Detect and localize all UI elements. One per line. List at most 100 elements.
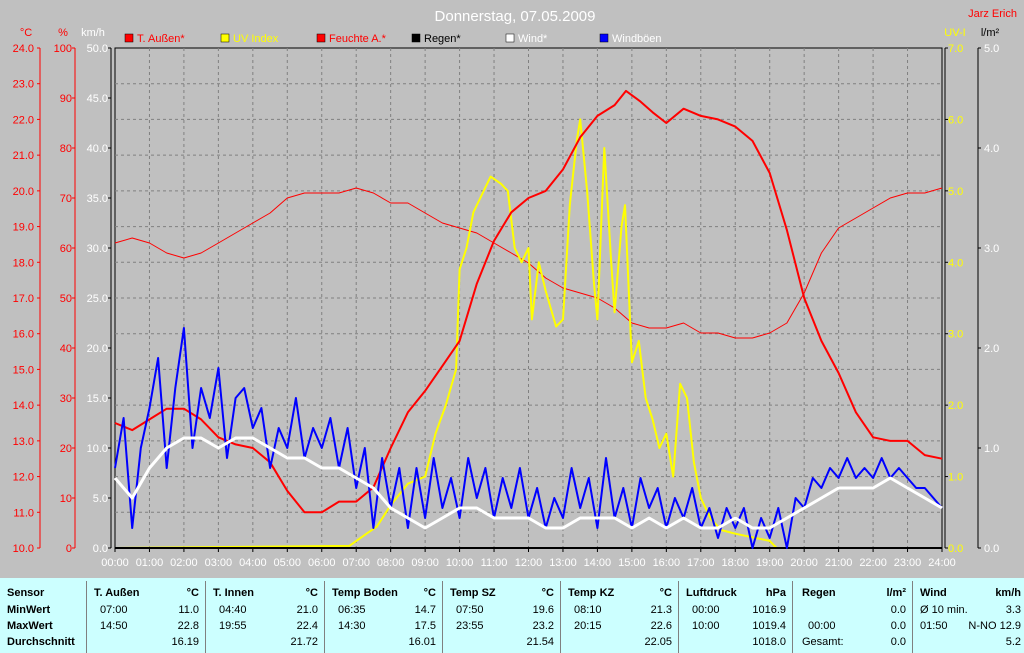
stats-header: Luftdruck bbox=[686, 587, 737, 599]
x-tick-label: 02:00 bbox=[170, 557, 198, 569]
stats-wind-r1-val: 3.3 bbox=[1005, 604, 1021, 616]
axis-unit-uv: UV-I bbox=[944, 27, 965, 39]
humidity-tick-label: 60 bbox=[60, 243, 72, 255]
stats-min-value: 21.0 bbox=[296, 604, 318, 616]
series-uv-index bbox=[114, 118, 942, 549]
stats-wind-r3-val: 5.2 bbox=[1005, 636, 1021, 648]
stats-min-time: 04:40 bbox=[219, 604, 247, 616]
x-tick-label: 03:00 bbox=[205, 557, 233, 569]
stats-unit: °C bbox=[423, 587, 436, 599]
wind-tick-label: 20.0 bbox=[87, 343, 108, 355]
stats-separator bbox=[86, 581, 87, 653]
wind-tick-label: 5.0 bbox=[93, 493, 108, 505]
stats-col-temp-kz: Temp KZ °C 08:10 21.3 20:15 22.6 22.05 bbox=[561, 578, 678, 653]
stats-separator bbox=[324, 581, 325, 653]
temp-tick-label: 17.0 bbox=[13, 293, 34, 305]
x-tick-label: 15:00 bbox=[618, 557, 646, 569]
stats-max-time: 10:00 bbox=[692, 620, 720, 632]
humidity-tick-label: 100 bbox=[54, 43, 72, 55]
x-tick-label: 07:00 bbox=[342, 557, 370, 569]
stats-min-value: 14.7 bbox=[414, 604, 436, 616]
stats-col-wind: Wind km/h Ø 10 min. 3.3 01:50 N-NO 12.9 … bbox=[913, 578, 1024, 653]
legend-label: Windböen bbox=[612, 33, 662, 45]
temp-tick-label: 24.0 bbox=[13, 43, 34, 55]
stats-col-luftdruck: Luftdruck hPa 00:00 1016.9 10:00 1019.4 1018.0 bbox=[679, 578, 792, 653]
stats-min-time: 06:35 bbox=[338, 604, 366, 616]
stats-min-time: 00:00 bbox=[692, 604, 720, 616]
wind-tick-label: 35.0 bbox=[87, 193, 108, 205]
x-tick-label: 14:00 bbox=[584, 557, 612, 569]
legend-label: UV Index bbox=[233, 33, 279, 45]
chart-title: Donnerstag, 07.05.2009 bbox=[435, 8, 596, 25]
stats-regen-r3-label: Gesamt: bbox=[802, 636, 844, 648]
temp-tick-label: 14.0 bbox=[13, 400, 34, 412]
temp-tick-label: 12.0 bbox=[13, 472, 34, 484]
chart-axes: 10.0 11.0 12.0 13.0 14.0 15.0 16.0 17.0 18.0 19.0… bbox=[13, 43, 1000, 569]
stats-header: T. Außen bbox=[94, 587, 140, 599]
stats-min-time: 08:10 bbox=[574, 604, 602, 616]
weather-chart: 10.0 11.0 12.0 13.0 14.0 15.0 16.0 17.0 18.0 19.0… bbox=[13, 8, 1017, 569]
stats-col-temp-boden: Temp Boden °C 06:35 14.7 14:30 17.5 16.01 bbox=[325, 578, 442, 653]
axis-unit-wind: km/h bbox=[81, 27, 105, 39]
humidity-tick-label: 70 bbox=[60, 193, 72, 205]
stats-max-value: 1019.4 bbox=[752, 620, 786, 632]
statistics-panel: Sensor MinWert MaxWert Durchschnitt T. A… bbox=[0, 578, 1024, 653]
wind-tick-label: 10.0 bbox=[87, 443, 108, 455]
rain-tick-label: 0.0 bbox=[984, 543, 999, 555]
chart-legend: T. Außen* UV Index Feuchte A.* Regen* Wind* W… bbox=[124, 33, 662, 45]
stats-max-value: 17.5 bbox=[414, 620, 436, 632]
stats-col-regen: Regen l/m² 0.0 00:00 0.0 Gesamt: 0.0 bbox=[793, 578, 912, 653]
stats-unit: °C bbox=[659, 587, 672, 599]
axis-unit-rain: l/m² bbox=[981, 27, 1000, 39]
stats-min-time: 07:00 bbox=[100, 604, 128, 616]
temp-tick-label: 16.0 bbox=[13, 329, 34, 341]
stats-min-value: 11.0 bbox=[178, 604, 199, 616]
stats-header-regen: Regen bbox=[802, 587, 836, 599]
stats-max-value: 22.8 bbox=[177, 620, 199, 632]
x-tick-label: 04:00 bbox=[239, 557, 267, 569]
temp-tick-label: 19.0 bbox=[13, 222, 34, 234]
stats-unit: °C bbox=[186, 587, 199, 599]
legend-swatch bbox=[220, 33, 230, 43]
temp-tick-label: 10.0 bbox=[13, 543, 34, 555]
stats-min-value: 19.6 bbox=[532, 604, 554, 616]
series-wind bbox=[113, 436, 943, 530]
stats-col-temp-sz: Temp SZ °C 07:50 19.6 23:55 23.2 21.54 bbox=[443, 578, 560, 653]
stats-average: 16.01 bbox=[408, 636, 436, 648]
stats-separator bbox=[912, 581, 913, 653]
temp-tick-label: 22.0 bbox=[13, 114, 34, 126]
stats-unit: hPa bbox=[765, 587, 786, 599]
stats-min-value: 1016.9 bbox=[752, 604, 786, 616]
stats-max-time: 23:55 bbox=[456, 620, 484, 632]
temp-tick-label: 21.0 bbox=[13, 150, 34, 162]
x-tick-label: 10:00 bbox=[446, 557, 474, 569]
stats-min-value: 21.3 bbox=[650, 604, 672, 616]
rain-tick-label: 3.0 bbox=[984, 243, 999, 255]
stats-col-sensor: Sensor MinWert MaxWert Durchschnitt bbox=[0, 578, 86, 653]
stats-regen-r3-val: 0.0 bbox=[890, 636, 906, 648]
legend-swatch bbox=[411, 33, 421, 43]
temp-tick-label: 20.0 bbox=[13, 186, 34, 198]
axis-unit-temp: °C bbox=[20, 27, 32, 39]
stats-wind-r2-val: N-NO 12.9 bbox=[968, 620, 1021, 632]
stats-col-t-au-en: T. Außen °C 07:00 11.0 14:50 22.8 16.19 bbox=[87, 578, 205, 653]
series-t-au-en bbox=[114, 89, 943, 514]
wind-tick-label: 0.0 bbox=[93, 543, 108, 555]
humidity-tick-label: 10 bbox=[60, 493, 72, 505]
author-label: Jarz Erich bbox=[968, 8, 1017, 20]
wind-tick-label: 25.0 bbox=[87, 293, 108, 305]
humidity-tick-label: 40 bbox=[60, 343, 72, 355]
stats-separator bbox=[442, 581, 443, 653]
stats-average: 16.19 bbox=[171, 636, 199, 648]
x-tick-label: 13:00 bbox=[549, 557, 577, 569]
chart-series bbox=[113, 89, 943, 549]
x-tick-label: 08:00 bbox=[377, 557, 405, 569]
x-tick-label: 06:00 bbox=[308, 557, 336, 569]
rain-tick-label: 4.0 bbox=[984, 143, 999, 155]
axis-units: °C% km/h UV-I l/m² bbox=[20, 27, 1000, 39]
legend-swatch bbox=[124, 33, 134, 43]
stats-row-label-min: MinWert bbox=[7, 604, 51, 616]
temp-tick-label: 15.0 bbox=[13, 364, 34, 376]
x-tick-label: 16:00 bbox=[653, 557, 681, 569]
legend-swatch bbox=[599, 33, 609, 43]
